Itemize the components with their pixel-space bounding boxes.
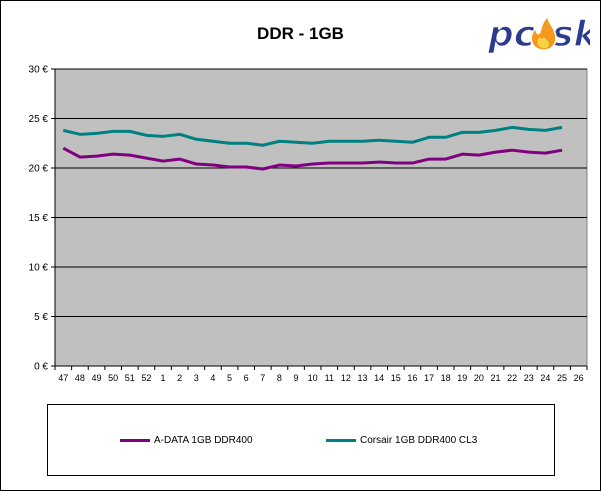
legend-item-adata: A-DATA 1GB DDR400 — [120, 435, 253, 446]
x-tick-label: 6 — [244, 373, 249, 383]
svg-text:pc: pc — [487, 14, 535, 55]
x-tick-label: 11 — [325, 373, 334, 383]
x-tick-label: 9 — [294, 373, 299, 383]
legend: A-DATA 1GB DDR400 Corsair 1GB DDR400 CL3 — [47, 404, 555, 476]
legend-swatch-adata — [120, 439, 150, 442]
x-tick-label: 15 — [391, 373, 401, 383]
x-tick-label: 48 — [75, 373, 85, 383]
series-line-0 — [62, 146, 563, 171]
legend-label-adata: A-DATA 1GB DDR400 — [154, 435, 253, 446]
y-tick-label: 10 € — [29, 263, 49, 274]
y-axis: 0 € 5 € 10 € 15 € 20 € 25 € 30 € — [29, 65, 56, 373]
y-tick-label: 30 € — [29, 65, 49, 76]
x-tick-label: 22 — [507, 373, 517, 383]
x-tick-label: 50 — [108, 373, 118, 383]
x-tick-label: 18 — [441, 373, 451, 383]
x-tick-label: 25 — [557, 373, 567, 383]
x-tick-label: 5 — [227, 373, 232, 383]
x-tick-label: 19 — [457, 373, 467, 383]
x-tick-label: 7 — [260, 373, 265, 383]
x-tick-label: 12 — [341, 373, 351, 383]
x-tick-label: 13 — [358, 373, 368, 383]
x-tick-label: 47 — [58, 373, 68, 383]
x-tick-label: 14 — [374, 373, 384, 383]
y-tick-label: 15 € — [29, 213, 49, 224]
gridlines — [55, 68, 587, 317]
x-tick-label: 49 — [92, 373, 102, 383]
x-axis: 47 48 49 50 51 52 1 2 3 4 5 6 7 8 9 10 11 12 13 14 15 16 17 18 1… — [54, 365, 588, 383]
x-tick-label: 10 — [308, 373, 318, 383]
x-tick-label: 17 — [424, 373, 434, 383]
y-tick-label: 0 € — [34, 362, 48, 373]
chart-title: DDR - 1GB — [257, 24, 344, 43]
legend-swatch-corsair — [326, 439, 356, 442]
series-line-1 — [62, 125, 563, 147]
x-tick-label: 51 — [125, 373, 135, 383]
y-tick-label: 5 € — [34, 312, 48, 323]
legend-item-corsair: Corsair 1GB DDR400 CL3 — [326, 435, 477, 446]
x-tick-label: 26 — [574, 373, 584, 383]
x-tick-label: 3 — [194, 373, 199, 383]
x-tick-label: 8 — [277, 373, 282, 383]
y-tick-label: 20 € — [29, 164, 49, 175]
series-lines — [62, 125, 563, 171]
x-tick-label: 24 — [540, 373, 550, 383]
legend-label-corsair: Corsair 1GB DDR400 CL3 — [360, 435, 478, 446]
x-tick-label: 2 — [177, 373, 182, 383]
x-tick-label: 4 — [210, 373, 215, 383]
x-tick-label: 1 — [161, 373, 166, 383]
x-tick-label: 20 — [474, 373, 484, 383]
x-tick-label: 21 — [491, 373, 501, 383]
x-tick-label: 23 — [524, 373, 534, 383]
x-tick-label: 52 — [141, 373, 151, 383]
x-tick-label: 16 — [407, 373, 417, 383]
y-tick-label: 25 € — [29, 114, 49, 125]
